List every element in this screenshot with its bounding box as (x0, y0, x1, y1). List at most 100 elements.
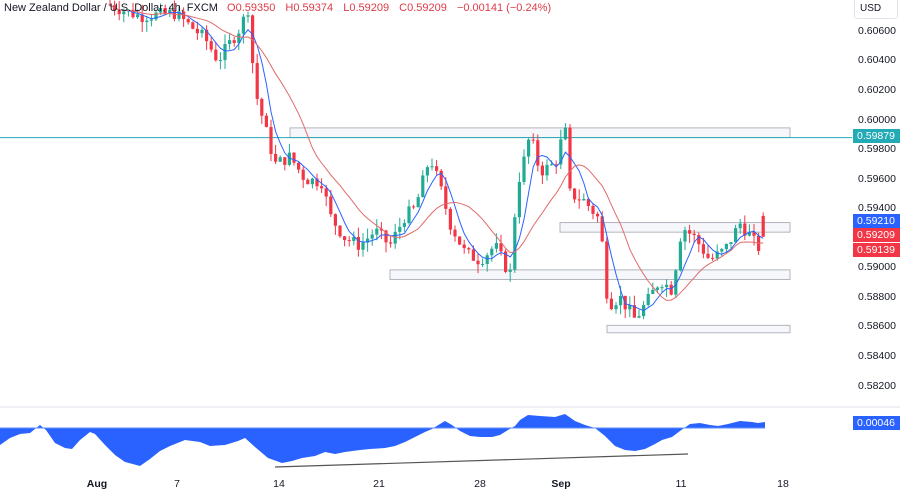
bullish-candle (508, 269, 512, 272)
high-value: H0.59374 (285, 2, 334, 14)
bearish-candle (389, 242, 393, 244)
bearish-candle (605, 241, 609, 299)
bullish-candle (310, 178, 314, 185)
bearish-candle (283, 157, 287, 165)
price-tick-label: 0.58200 (858, 380, 896, 392)
date-tick-label: Aug (86, 478, 108, 490)
last-price-tag: 0.59209 (853, 228, 900, 242)
price-tick-label: 0.59400 (858, 202, 896, 214)
bearish-candle (669, 284, 673, 295)
bullish-candle (747, 232, 751, 236)
bearish-candle (292, 152, 296, 163)
bearish-candle (692, 233, 696, 236)
currency-selector[interactable]: USD (854, 0, 898, 19)
date-tick-label: 18 (777, 478, 789, 490)
bullish-candle (522, 156, 526, 182)
bullish-candle (481, 263, 485, 265)
bullish-candle (228, 40, 232, 44)
bearish-candle (462, 244, 466, 249)
bearish-candle (379, 228, 383, 231)
bearish-candle (591, 205, 595, 214)
bullish-candle (729, 242, 733, 245)
price-tick-label: 0.60400 (858, 54, 896, 66)
price-tick-label: 0.60000 (858, 114, 896, 126)
ma-fast-price-tag: 0.59210 (853, 214, 900, 228)
bearish-candle (577, 199, 581, 201)
candlestick-series[interactable] (108, 0, 765, 320)
bullish-candle (145, 20, 149, 23)
bullish-candle (724, 244, 728, 250)
bearish-candle (752, 232, 756, 236)
date-tick-label: 21 (373, 478, 385, 490)
bullish-candle (628, 305, 632, 310)
bearish-candle (697, 235, 701, 245)
bearish-candle (297, 162, 301, 170)
bearish-candle (205, 29, 209, 42)
bearish-candle (255, 63, 259, 99)
support-resistance-zone (289, 127, 791, 139)
bullish-candle (665, 284, 669, 288)
bullish-candle (430, 166, 434, 168)
bearish-candle (356, 237, 360, 250)
price-tick-label: 0.58800 (858, 291, 896, 303)
bearish-candle (306, 179, 310, 185)
symbol-title: New Zealand Dollar / U.S. Dollar, 4h, FX… (4, 2, 218, 14)
bullish-candle (223, 43, 227, 61)
bearish-candle (540, 165, 544, 176)
oscillator-histogram-area (0, 414, 765, 466)
bullish-candle (278, 157, 282, 162)
bearish-candle (209, 41, 213, 50)
bearish-candle (573, 188, 577, 200)
moving-average-fast-line (109, 4, 764, 312)
bearish-candle (453, 229, 457, 237)
bullish-candle (168, 10, 172, 14)
bullish-candle (246, 15, 250, 17)
bearish-candle (260, 98, 264, 116)
bearish-candle (163, 8, 167, 14)
bullish-candle (159, 8, 163, 13)
bullish-candle (416, 197, 420, 208)
low-value: L0.59209 (343, 2, 390, 14)
bearish-candle (320, 186, 324, 189)
bullish-candle (619, 295, 623, 306)
bullish-candle (683, 230, 687, 242)
bearish-candle (435, 166, 439, 171)
price-tick-label: 0.59000 (858, 261, 896, 273)
support-resistance-zone (559, 222, 791, 233)
price-tick-label: 0.58400 (858, 350, 896, 362)
bearish-candle (761, 215, 765, 237)
change-value: −0.00141 (−0.24%) (456, 2, 552, 14)
bearish-candle (531, 139, 535, 141)
bearish-candle (632, 305, 636, 318)
bearish-candle (499, 243, 503, 252)
bearish-candle (338, 225, 342, 237)
price-tick-label: 0.59600 (858, 173, 896, 185)
bullish-candle (738, 223, 742, 229)
bearish-candle (586, 198, 590, 206)
bearish-candle (706, 253, 710, 258)
bearish-candle (232, 40, 236, 43)
close-value: C0.59209 (399, 2, 447, 14)
bullish-candle (559, 139, 563, 165)
bullish-candle (425, 167, 429, 176)
divergence-trendline (274, 453, 689, 468)
bearish-candle (711, 257, 715, 259)
bullish-candle (218, 60, 222, 62)
bullish-candle (241, 16, 245, 34)
bearish-candle (264, 115, 268, 128)
bearish-candle (301, 169, 305, 180)
bearish-candle (131, 9, 135, 18)
bullish-candle (149, 19, 153, 21)
bullish-candle (370, 234, 374, 239)
date-tick-label: 7 (174, 478, 180, 490)
bullish-candle (563, 127, 567, 140)
hline-price-tag: 0.59879 (853, 129, 900, 143)
bearish-candle (439, 170, 443, 187)
bullish-candle (651, 289, 655, 294)
bullish-candle (550, 164, 554, 166)
bearish-candle (536, 140, 540, 166)
bearish-candle (476, 260, 480, 265)
bullish-candle (398, 226, 402, 232)
